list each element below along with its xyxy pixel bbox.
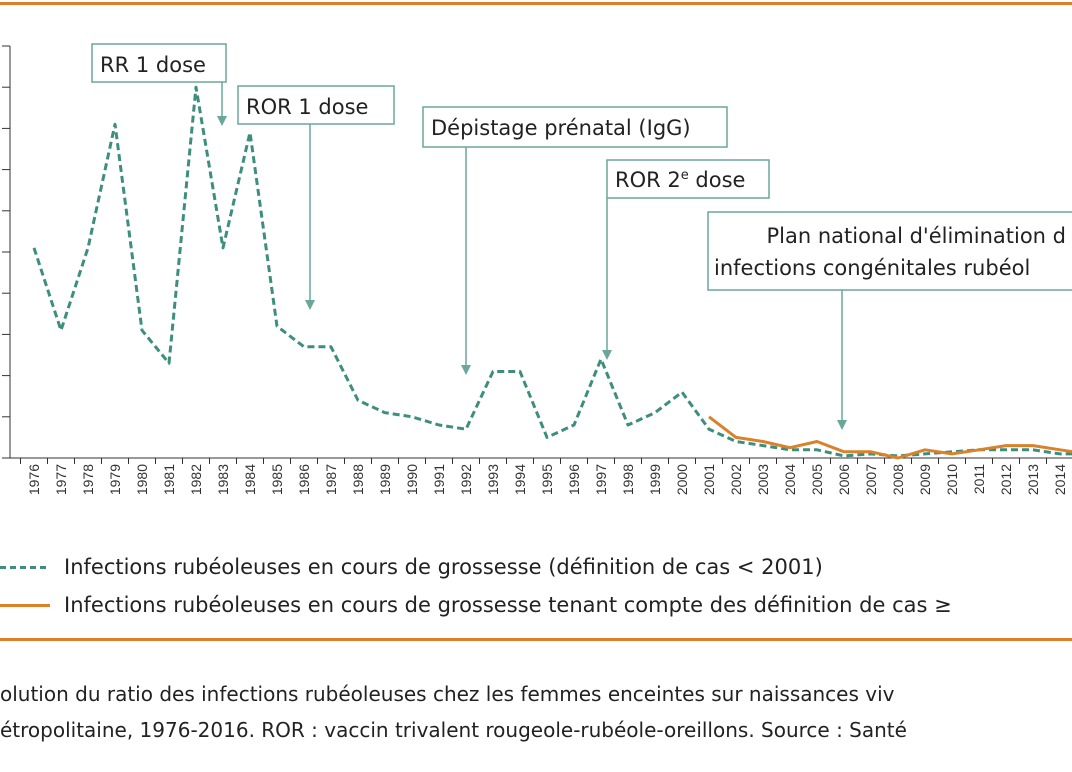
annotation-arrow-head [217, 116, 227, 126]
x-tick-label: 2014 [1052, 464, 1068, 495]
x-tick-label: 1982 [188, 464, 204, 495]
x-tick-label: 1981 [161, 464, 177, 495]
x-tick-label: 1993 [485, 464, 501, 495]
annotation-box [606, 159, 770, 199]
x-tick-label: 1995 [539, 464, 555, 495]
x-tick-label: 2009 [917, 464, 933, 495]
x-tick-label: 2012 [998, 464, 1014, 495]
x-tick-label: 2013 [1025, 464, 1041, 495]
x-tick-label: 1983 [215, 464, 231, 495]
legend-swatch-solid [0, 603, 50, 607]
x-tick-label: 1987 [323, 464, 339, 495]
x-tick-label: 1980 [134, 464, 150, 495]
x-tick-label: 1998 [620, 464, 636, 495]
x-tick-label: 2007 [863, 464, 879, 495]
legend-label-solid: Infections rubéoleuses en cours de gross… [64, 593, 952, 617]
annotation-arrow-head [461, 365, 471, 375]
x-tick-label: 1976 [26, 464, 42, 495]
annotation-label: Plan national d'élimination d [766, 224, 1066, 248]
x-tick-label: 1992 [458, 464, 474, 495]
x-tick-label: 2004 [782, 464, 798, 495]
legend-swatch-dashed [0, 565, 50, 569]
annotation-arrow-head [837, 420, 847, 430]
x-tick-label: 1991 [431, 464, 447, 495]
legend-item-solid: Infections rubéoleuses en cours de gross… [0, 592, 952, 618]
caption-line-2: étropolitaine, 1976-2016. ROR : vaccin t… [0, 718, 907, 742]
x-tick-label: 1986 [296, 464, 312, 495]
annotation-box [91, 43, 227, 83]
annotation-label: ROR 2e dose [615, 168, 745, 192]
x-tick-label: 1985 [269, 464, 285, 495]
annotation-box [707, 211, 1072, 291]
x-tick-label: 2010 [944, 464, 960, 495]
x-tick-label: 2008 [890, 464, 906, 495]
x-tick-label: 2002 [728, 464, 744, 495]
x-tick-label: 2005 [809, 464, 825, 495]
x-tick-label: 1979 [107, 464, 123, 495]
x-tick-label: 1999 [647, 464, 663, 495]
x-tick-label: 1990 [404, 464, 420, 495]
x-tick-label: 1994 [512, 464, 528, 495]
annotation-label: Dépistage prénatal (IgG) [431, 116, 691, 140]
legend-label-dashed: Infections rubéoleuses en cours de gross… [64, 555, 823, 579]
rubella-line-chart: 1976 1977 1978 1979 1980 1981 1982 1983 1984 1985… [2, 43, 1072, 495]
top-rule [0, 2, 1072, 5]
legend-item-dashed: Infections rubéoleuses en cours de gross… [0, 554, 823, 580]
x-tick-label: 2011 [971, 464, 987, 494]
annotation-box [422, 106, 728, 148]
x-tick-label: 1977 [53, 464, 69, 495]
x-tick-label: 2003 [755, 464, 771, 495]
x-tick-label: 2006 [836, 464, 852, 495]
x-tick-label: 1989 [377, 464, 393, 495]
annotation-label: ROR 1 dose [246, 95, 368, 119]
x-tick-label: 1997 [593, 464, 609, 495]
x-tick-label: 1996 [566, 464, 582, 495]
annotation-arrow-head [305, 300, 315, 310]
bottom-rule [0, 638, 1072, 641]
x-tick-label: 2001 [701, 464, 717, 495]
annotation-label-line-2: infections congénitales rubéol [714, 256, 1030, 280]
series-line-solid [708, 415, 1072, 460]
caption-line-1: olution du ratio des infections rubéoleu… [0, 682, 895, 706]
x-tick-label: 1984 [242, 464, 258, 495]
x-tick-label: 1988 [350, 464, 366, 495]
annotation-label: RR 1 dose [100, 53, 206, 77]
annotation-box [237, 85, 395, 125]
x-tick-label: 1978 [80, 464, 96, 495]
x-tick-label: 2000 [674, 464, 690, 495]
annotation-arrow-head [602, 350, 612, 360]
